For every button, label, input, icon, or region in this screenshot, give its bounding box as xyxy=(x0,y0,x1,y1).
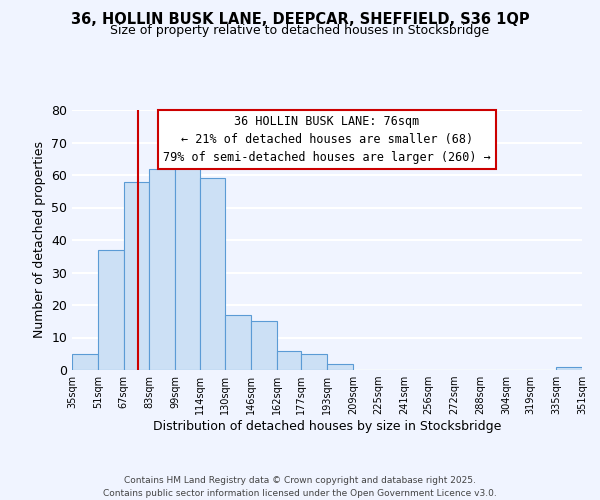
X-axis label: Distribution of detached houses by size in Stocksbridge: Distribution of detached houses by size … xyxy=(153,420,501,433)
Bar xyxy=(251,322,277,370)
Text: 36 HOLLIN BUSK LANE: 76sqm
← 21% of detached houses are smaller (68)
79% of semi: 36 HOLLIN BUSK LANE: 76sqm ← 21% of deta… xyxy=(163,115,491,164)
Bar xyxy=(277,350,301,370)
Bar xyxy=(72,354,98,370)
Bar xyxy=(556,367,582,370)
Bar xyxy=(175,162,199,370)
Bar xyxy=(149,168,175,370)
Bar xyxy=(327,364,353,370)
Bar xyxy=(199,178,226,370)
Bar xyxy=(124,182,149,370)
Text: Contains HM Land Registry data © Crown copyright and database right 2025.
Contai: Contains HM Land Registry data © Crown c… xyxy=(103,476,497,498)
Bar xyxy=(98,250,124,370)
Bar xyxy=(226,315,251,370)
Bar xyxy=(301,354,327,370)
Text: 36, HOLLIN BUSK LANE, DEEPCAR, SHEFFIELD, S36 1QP: 36, HOLLIN BUSK LANE, DEEPCAR, SHEFFIELD… xyxy=(71,12,529,28)
Y-axis label: Number of detached properties: Number of detached properties xyxy=(32,142,46,338)
Text: Size of property relative to detached houses in Stocksbridge: Size of property relative to detached ho… xyxy=(110,24,490,37)
